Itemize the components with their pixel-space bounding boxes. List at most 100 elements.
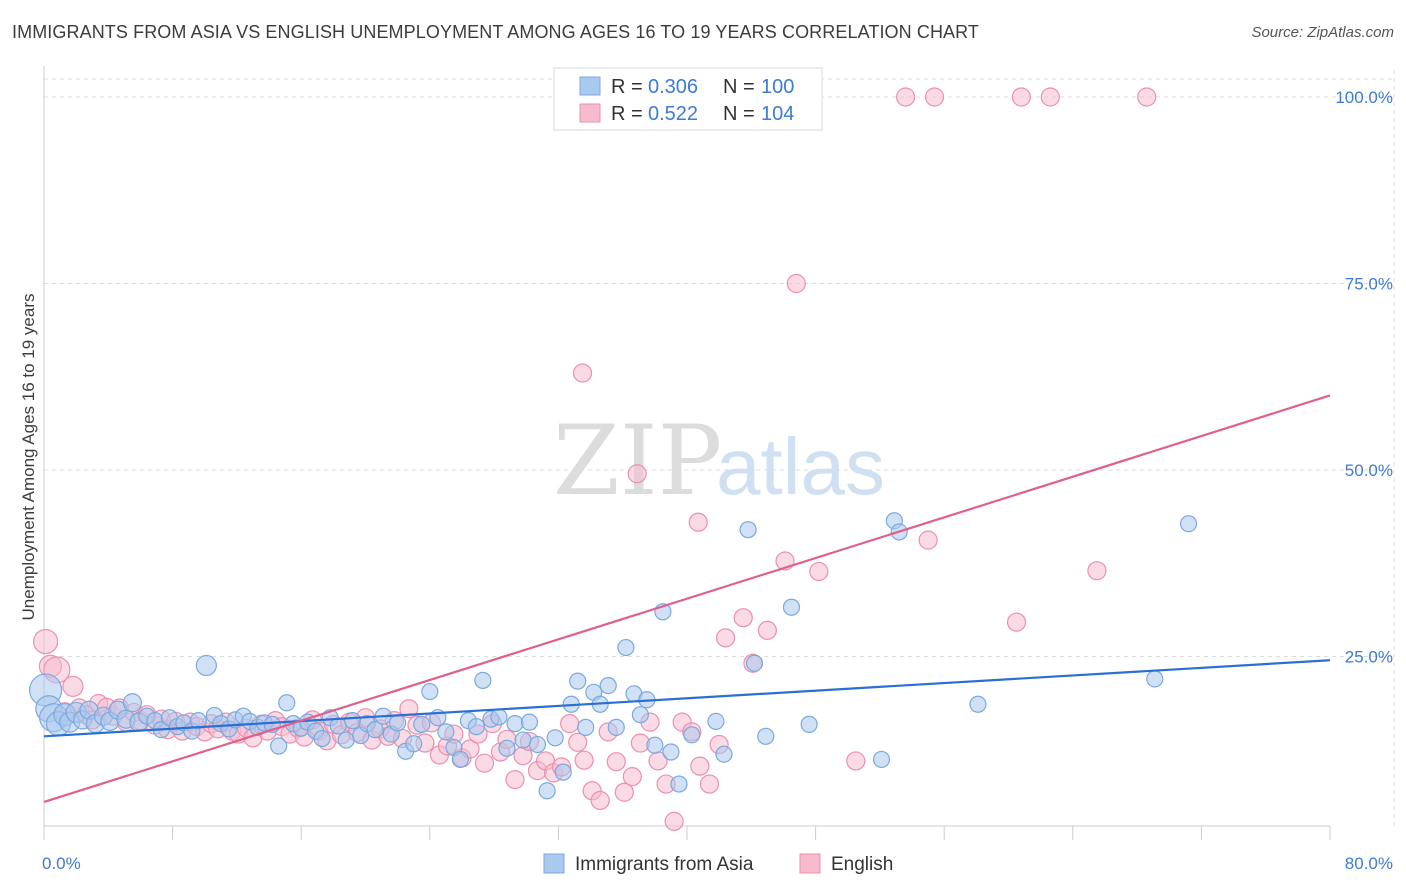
trend-line bbox=[43, 659, 1331, 738]
data-point bbox=[560, 714, 580, 734]
data-point bbox=[528, 735, 547, 754]
x-tick-label: 0.0% bbox=[42, 854, 81, 873]
data-point bbox=[413, 715, 431, 733]
data-point bbox=[389, 714, 407, 732]
data-point bbox=[599, 676, 617, 695]
data-point bbox=[270, 737, 288, 755]
legend-swatch-pink bbox=[579, 103, 601, 123]
data-point bbox=[337, 731, 355, 749]
data-point bbox=[607, 718, 625, 736]
data-point bbox=[699, 774, 720, 794]
data-point bbox=[614, 782, 634, 802]
data-point bbox=[800, 715, 818, 733]
y-tick-label: 25.0% bbox=[1345, 648, 1393, 667]
legend-entry-pink: R = 0.522 N = 104 bbox=[579, 103, 794, 125]
data-point bbox=[474, 753, 495, 773]
y-tick-label: 50.0% bbox=[1345, 461, 1393, 480]
x-tick-label: 80.0% bbox=[1345, 854, 1393, 873]
data-point bbox=[577, 718, 595, 736]
data-point bbox=[122, 693, 143, 713]
data-point bbox=[1011, 87, 1031, 107]
data-point bbox=[568, 732, 588, 752]
data-point bbox=[189, 712, 207, 730]
data-point bbox=[872, 750, 891, 769]
legend-r-label: R = bbox=[611, 76, 643, 98]
bottom-legend-item-english: English bbox=[799, 853, 893, 875]
data-point bbox=[617, 638, 635, 657]
data-point bbox=[688, 512, 708, 532]
legend-r-value: 0.522 bbox=[648, 103, 698, 125]
watermark-atlas: atlas bbox=[716, 422, 885, 511]
data-point bbox=[421, 682, 439, 701]
data-point bbox=[520, 713, 539, 731]
data-point bbox=[498, 739, 516, 757]
legend-swatch-blue bbox=[579, 76, 601, 96]
data-point bbox=[278, 694, 296, 712]
data-point bbox=[506, 715, 524, 733]
data-point bbox=[969, 695, 987, 713]
data-point bbox=[670, 775, 688, 793]
trend-line bbox=[43, 394, 1331, 804]
bottom-legend-label: English bbox=[831, 854, 893, 875]
data-point bbox=[554, 763, 572, 781]
legend-n-value: 100 bbox=[761, 76, 794, 98]
bottom-legend-label: Immigrants from Asia bbox=[575, 854, 754, 875]
data-point bbox=[662, 743, 680, 761]
data-point bbox=[646, 736, 664, 754]
data-point bbox=[627, 464, 647, 484]
watermark-zip: ZIP bbox=[553, 405, 722, 517]
data-point bbox=[924, 87, 945, 107]
data-point bbox=[1179, 515, 1198, 533]
data-point bbox=[590, 790, 610, 811]
y-tick-label: 75.0% bbox=[1345, 275, 1393, 294]
legend-r-value: 0.306 bbox=[648, 76, 698, 98]
data-point bbox=[344, 712, 362, 730]
chart-source: Source: ZipAtlas.com bbox=[1251, 24, 1394, 41]
data-point bbox=[622, 767, 642, 787]
data-point bbox=[505, 769, 525, 790]
data-point bbox=[1087, 561, 1107, 581]
data-point bbox=[690, 756, 710, 776]
data-point bbox=[572, 363, 593, 383]
data-point bbox=[757, 620, 777, 640]
data-point bbox=[683, 726, 701, 744]
data-point bbox=[569, 672, 587, 690]
data-point bbox=[437, 723, 455, 741]
legend-n-value: 104 bbox=[761, 103, 794, 125]
legend-n-label: N = bbox=[723, 103, 755, 125]
data-point bbox=[33, 628, 59, 655]
data-point bbox=[809, 561, 829, 582]
data-point bbox=[514, 731, 532, 749]
data-point bbox=[1137, 87, 1157, 107]
watermark: ZIP atlas bbox=[553, 405, 885, 517]
data-point bbox=[366, 721, 384, 739]
data-point bbox=[405, 735, 423, 753]
data-point bbox=[474, 671, 492, 689]
chart-title: IMMIGRANTS FROM ASIA VS ENGLISH UNEMPLOY… bbox=[12, 22, 980, 42]
data-point bbox=[467, 718, 486, 736]
legend: R = 0.306 N = 100 R = 0.522 N = 104 bbox=[553, 67, 823, 131]
data-point bbox=[757, 727, 775, 745]
data-point bbox=[313, 729, 331, 748]
trend-lines bbox=[43, 394, 1331, 804]
data-point bbox=[538, 782, 556, 800]
bottom-legend: Immigrants from Asia English bbox=[543, 853, 893, 875]
y-tick-label: 100.0% bbox=[1335, 88, 1393, 107]
data-point bbox=[918, 530, 938, 550]
data-point bbox=[745, 654, 764, 672]
data-point bbox=[707, 712, 725, 731]
data-point bbox=[1006, 612, 1027, 632]
data-point bbox=[715, 628, 736, 648]
legend-r-label: R = bbox=[611, 103, 643, 125]
data-point bbox=[546, 729, 564, 747]
data-point bbox=[195, 654, 217, 677]
bottom-legend-swatch-pink bbox=[799, 853, 821, 874]
data-point bbox=[574, 750, 594, 770]
data-point bbox=[896, 87, 916, 107]
bottom-legend-item-asia: Immigrants from Asia bbox=[543, 853, 754, 875]
data-point bbox=[62, 675, 84, 697]
data-point bbox=[606, 752, 626, 772]
data-point bbox=[664, 811, 684, 831]
legend-n-label: N = bbox=[723, 76, 755, 98]
